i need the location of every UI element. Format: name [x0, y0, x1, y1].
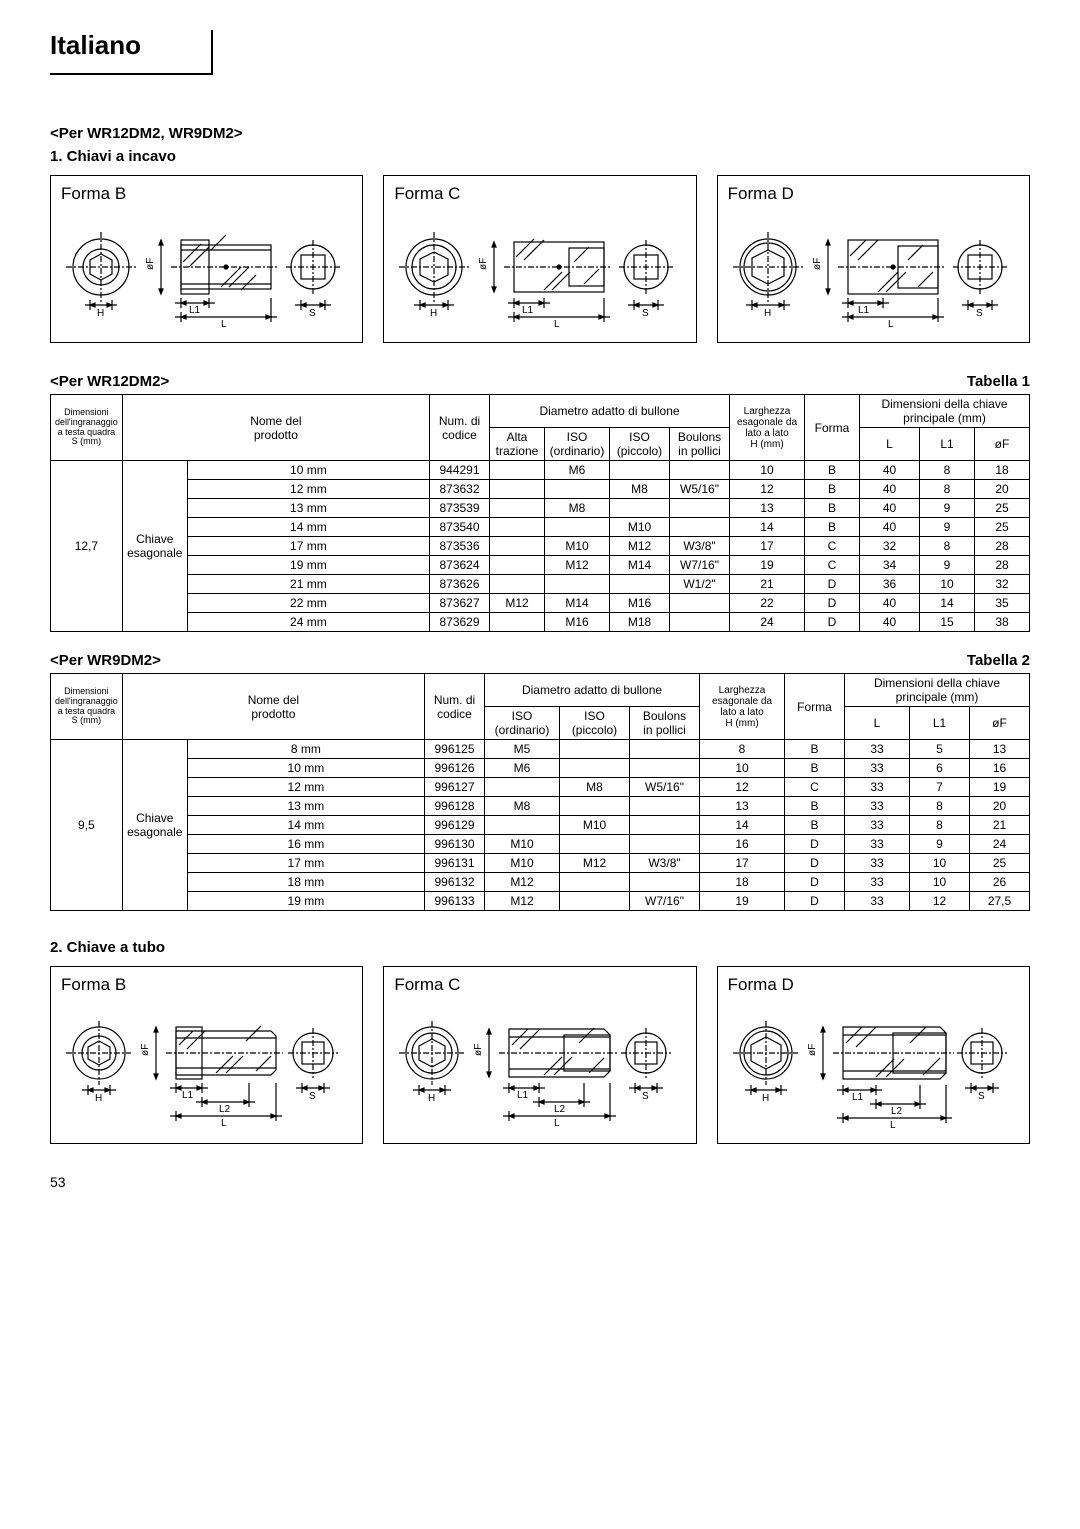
svg-text:øF: øF [145, 258, 156, 270]
svg-text:øF: øF [807, 1044, 818, 1056]
table-row: 14 mm873540M1014B40925 [51, 518, 1030, 537]
form-b-box: Forma B [50, 175, 363, 343]
form-d-diagram: H øF L1 L S [728, 212, 1008, 332]
svg-text:L1: L1 [522, 305, 534, 316]
svg-text:L1: L1 [517, 1090, 529, 1101]
form-d-label: Forma D [728, 184, 1019, 204]
form-b-tube-box: Forma B [50, 966, 363, 1144]
svg-text:S: S [978, 1091, 985, 1102]
table2: Dimensioni dell'ingranaggio a testa quad… [50, 673, 1030, 911]
svg-text:øF: øF [478, 258, 489, 270]
table-row: 19 mm873624M12M14W7/16"19C34928 [51, 556, 1030, 575]
svg-text:L1: L1 [852, 1092, 864, 1103]
svg-text:L1: L1 [858, 305, 870, 316]
svg-text:L: L [221, 319, 227, 330]
form-b-tube-diagram: H øF L1 L2 L S [61, 1003, 341, 1133]
svg-text:H: H [97, 308, 104, 319]
svg-text:L: L [554, 319, 560, 330]
table-row: 13 mm996128M813B33820 [51, 797, 1030, 816]
svg-text:L: L [221, 1118, 227, 1129]
svg-text:øF: øF [140, 1044, 151, 1056]
form-d-box: Forma D [717, 175, 1030, 343]
table-row: 17 mm873536M10M12W3/8"17C32828 [51, 537, 1030, 556]
table1: Dimensioni dell'ingranaggio a testa quad… [50, 394, 1030, 632]
table2-header-left: <Per WR9DM2> [50, 652, 161, 669]
form-c-tube-box: Forma C [383, 966, 696, 1144]
svg-text:øF: øF [473, 1044, 484, 1056]
table-row: 16 mm996130M1016D33924 [51, 835, 1030, 854]
form-c-box: Forma C [383, 175, 696, 343]
svg-text:H: H [762, 1093, 769, 1104]
form-c-tube-diagram: H øF L1 L2 L S [394, 1003, 674, 1133]
page-number: 53 [50, 1174, 1030, 1190]
svg-text:L2: L2 [554, 1104, 566, 1115]
form-d-tube-box: Forma D [717, 966, 1030, 1144]
form-b-tube-label: Forma B [61, 975, 352, 995]
forms-row-2: Forma B [50, 966, 1030, 1144]
form-c-diagram: H øF L1 L S [394, 212, 674, 332]
table2-header-right: Tabella 2 [967, 652, 1030, 669]
svg-text:L2: L2 [219, 1104, 231, 1115]
svg-text:øF: øF [812, 258, 823, 270]
svg-text:H: H [95, 1093, 102, 1104]
table-row: 13 mm873539M813B40925 [51, 499, 1030, 518]
table-row: 21 mm873626W1/2"21D361032 [51, 575, 1030, 594]
form-d-tube-diagram: H øF L1 L2 L S [728, 1003, 1008, 1133]
forms-row-1: Forma B [50, 175, 1030, 343]
svg-text:H: H [430, 308, 437, 319]
svg-text:H: H [428, 1093, 435, 1104]
svg-text:S: S [309, 308, 316, 319]
svg-text:L: L [554, 1118, 560, 1129]
table-row: 19 mm996133M12W7/16"19D331227,5 [51, 892, 1030, 911]
svg-text:L1: L1 [182, 1090, 194, 1101]
table-row: 12 mm996127M8W5/16"12C33719 [51, 778, 1030, 797]
table-row: 24 mm873629M16M1824D401538 [51, 613, 1030, 632]
table-row: 22 mm873627M12M14M1622D401435 [51, 594, 1030, 613]
svg-text:L2: L2 [891, 1106, 903, 1117]
section1-title: <Per WR12DM2, WR9DM2> [50, 125, 1030, 142]
table-row: 10 mm996126M610B33616 [51, 759, 1030, 778]
table-row: 18 mm996132M1218D331026 [51, 873, 1030, 892]
table-row: 12 mm873632M8W5/16"12B40820 [51, 480, 1030, 499]
table-row: 9,5Chiaveesagonale8 mm996125M58B33513 [51, 740, 1030, 759]
svg-text:S: S [976, 308, 983, 319]
table1-header-right: Tabella 1 [967, 373, 1030, 390]
form-b-diagram: H øF L1 L S [61, 212, 341, 332]
form-d-tube-label: Forma D [728, 975, 1019, 995]
svg-text:L: L [890, 1120, 896, 1131]
svg-text:L: L [888, 319, 894, 330]
table1-header: <Per WR12DM2> Tabella 1 [50, 373, 1030, 390]
svg-text:H: H [764, 308, 771, 319]
svg-text:S: S [642, 1091, 649, 1102]
svg-text:S: S [309, 1091, 316, 1102]
table2-header: <Per WR9DM2> Tabella 2 [50, 652, 1030, 669]
svg-text:S: S [642, 308, 649, 319]
section2-subtitle: 2. Chiave a tubo [50, 939, 1030, 956]
language-title: Italiano [50, 30, 141, 61]
language-header: Italiano [50, 30, 213, 75]
form-c-label: Forma C [394, 184, 685, 204]
svg-text:L1: L1 [189, 305, 201, 316]
form-b-label: Forma B [61, 184, 352, 204]
table1-header-left: <Per WR12DM2> [50, 373, 169, 390]
table-row: 12,7Chiaveesagonale10 mm944291M610B40818 [51, 461, 1030, 480]
table-row: 17 mm996131M10M12W3/8"17D331025 [51, 854, 1030, 873]
form-c-tube-label: Forma C [394, 975, 685, 995]
table-row: 14 mm996129M1014B33821 [51, 816, 1030, 835]
section1-subtitle: 1. Chiavi a incavo [50, 148, 1030, 165]
